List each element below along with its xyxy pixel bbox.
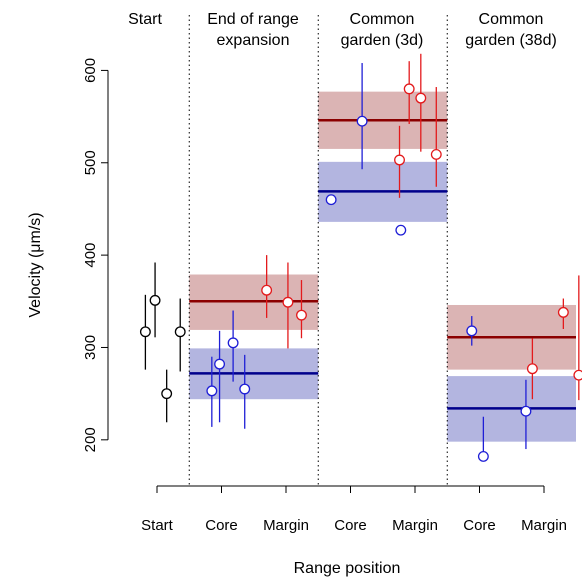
- data-point-5-0: [466, 325, 478, 337]
- x-tick-label-4: Margin: [392, 517, 438, 534]
- mean-lines: [189, 119, 576, 410]
- panel-title-2-line-0: Common: [350, 11, 415, 28]
- data-point-4-3: [430, 149, 442, 160]
- data-point-0-1: [149, 294, 161, 306]
- data-points: [139, 83, 582, 462]
- data-point-0-2: [161, 388, 173, 400]
- data-point-5-1: [477, 450, 489, 462]
- data-point-4-0: [394, 154, 405, 166]
- y-axis-label: Velocity (μm/s): [27, 212, 44, 317]
- y-tick-label-4: 600: [82, 58, 99, 83]
- data-point-3-0: [325, 194, 337, 206]
- x-tick-label-5: Core: [463, 517, 496, 534]
- y-tick-label-1: 300: [82, 335, 99, 360]
- panel-title-3-line-0: Common: [479, 11, 544, 28]
- y-tick-label-2: 400: [82, 243, 99, 268]
- data-point-5-2: [520, 405, 532, 417]
- y-tick-label-0: 200: [82, 427, 99, 452]
- data-point-3-1: [356, 115, 368, 127]
- data-point-6-2: [573, 369, 582, 381]
- data-point-1-3: [239, 383, 251, 395]
- panel-title-0-line-0: Start: [128, 11, 162, 28]
- x-tick-label-2: Margin: [263, 517, 309, 534]
- panel-title-1-line-1: expansion: [217, 32, 290, 49]
- data-point-2-1: [282, 296, 294, 308]
- data-point-2-0: [261, 284, 273, 296]
- data-point-0-3: [174, 326, 186, 338]
- data-point-6-0: [526, 363, 538, 375]
- data-point-4-2: [415, 92, 427, 104]
- data-point-4-1: [403, 83, 415, 95]
- data-point-3-2: [395, 224, 407, 236]
- panel-title-3-line-1: garden (38d): [465, 32, 557, 49]
- panel-title-1-line-0: End of range: [207, 11, 299, 28]
- x-axis-label: Range position: [294, 560, 401, 577]
- data-point-6-1: [557, 306, 569, 318]
- y-tick-label-3: 500: [82, 150, 99, 175]
- x-tick-label-1: Core: [205, 517, 238, 534]
- panel-title-2-line-1: garden (3d): [341, 32, 424, 49]
- data-point-2-2: [296, 309, 307, 321]
- data-point-1-0: [206, 385, 218, 397]
- x-tick-label-6: Margin: [521, 517, 567, 534]
- data-point-0-0: [139, 326, 151, 338]
- panel-titles: Start End of range expansion Common garden (…: [128, 11, 557, 49]
- x-tick-label-0: Start: [141, 517, 174, 534]
- data-point-1-2: [227, 337, 239, 349]
- x-tick-label-3: Core: [334, 517, 367, 534]
- data-point-1-1: [214, 358, 226, 370]
- axes: 200 300 400 500 600 Start Core Margin Core Margin…: [82, 58, 567, 534]
